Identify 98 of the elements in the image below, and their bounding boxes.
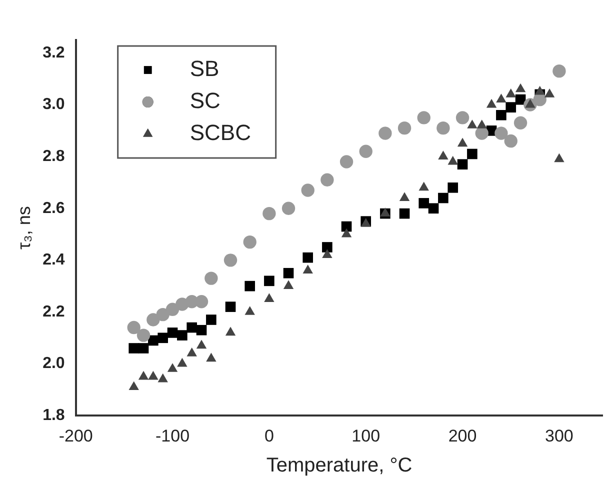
- point: [158, 332, 168, 344]
- point: [457, 138, 468, 147]
- point: [448, 182, 458, 193]
- point: [224, 254, 238, 267]
- point: [166, 302, 180, 316]
- point: [186, 348, 197, 356]
- y-tick-label: 2.6: [42, 200, 65, 217]
- point: [206, 352, 216, 362]
- point: [127, 320, 140, 334]
- point: [138, 370, 149, 380]
- point: [494, 126, 508, 140]
- point: [514, 116, 528, 130]
- point: [554, 153, 564, 162]
- point: [196, 340, 207, 349]
- legend-label: SC: [190, 88, 221, 114]
- point: [456, 111, 470, 124]
- point: [128, 343, 140, 354]
- point: [438, 192, 448, 204]
- point: [264, 293, 274, 302]
- point: [322, 249, 332, 258]
- y-tick-label: 3.2: [42, 44, 65, 62]
- y-axis-title: τ₃, ns: [14, 206, 34, 250]
- point: [506, 102, 516, 113]
- point: [264, 276, 274, 286]
- point: [438, 150, 448, 160]
- point: [506, 88, 516, 98]
- point: [243, 235, 256, 249]
- point: [136, 328, 150, 342]
- point: [340, 155, 354, 168]
- point: [534, 86, 545, 95]
- point: [399, 192, 410, 201]
- point: [146, 313, 160, 326]
- y-tick-label: 1.8: [42, 407, 65, 424]
- point: [282, 202, 296, 215]
- point: [467, 148, 478, 160]
- point: [177, 330, 188, 340]
- point: [186, 322, 198, 333]
- point: [486, 98, 497, 108]
- y-tick-label: 2.4: [42, 252, 65, 269]
- point: [196, 324, 207, 336]
- point: [302, 264, 313, 274]
- point: [457, 159, 468, 170]
- point: [417, 111, 430, 124]
- legend-label: SCBC: [190, 120, 252, 146]
- point: [428, 203, 439, 214]
- point: [138, 343, 149, 354]
- y-tick-label: 2.8: [42, 148, 65, 165]
- x-tick-label: 200: [448, 426, 477, 446]
- x-tick-label: -100: [156, 426, 190, 446]
- point: [467, 120, 478, 128]
- point: [504, 134, 518, 148]
- point: [515, 83, 526, 92]
- point: [476, 120, 487, 128]
- point: [225, 302, 236, 312]
- point: [244, 306, 255, 315]
- point: [167, 328, 178, 338]
- legend-label: SB: [190, 56, 220, 82]
- point: [262, 206, 276, 220]
- point: [341, 228, 352, 238]
- point: [525, 98, 536, 108]
- point: [204, 272, 218, 285]
- y-tick-label: 3.0: [42, 96, 65, 114]
- point: [359, 144, 372, 158]
- point: [148, 370, 158, 380]
- point: [283, 280, 294, 290]
- point: [301, 184, 314, 197]
- x-tick-label: 0: [264, 426, 274, 446]
- point: [552, 64, 566, 78]
- point: [320, 173, 334, 186]
- point: [475, 126, 488, 140]
- point: [448, 156, 458, 165]
- point: [544, 88, 555, 98]
- point: [194, 295, 208, 308]
- x-tick-label: -200: [58, 426, 93, 446]
- x-axis-title: Temperature, °C: [266, 454, 412, 477]
- point: [322, 242, 332, 252]
- point: [418, 198, 430, 208]
- point: [244, 280, 256, 292]
- x-tick-label: 300: [545, 426, 574, 446]
- point: [399, 208, 410, 219]
- point: [128, 381, 139, 390]
- y-tick-label: 2.0: [42, 355, 65, 372]
- point: [496, 110, 506, 120]
- point: [167, 363, 178, 372]
- point: [225, 326, 236, 336]
- point: [418, 182, 429, 191]
- point: [283, 268, 294, 278]
- point: [158, 373, 168, 382]
- point: [378, 126, 392, 140]
- point: [436, 121, 450, 135]
- point: [496, 94, 506, 103]
- point: [177, 358, 188, 367]
- point: [398, 121, 412, 135]
- point: [156, 308, 170, 322]
- point: [206, 314, 216, 325]
- x-tick-label: 100: [352, 426, 380, 446]
- point: [302, 252, 314, 263]
- y-tick-label: 2.2: [42, 303, 65, 320]
